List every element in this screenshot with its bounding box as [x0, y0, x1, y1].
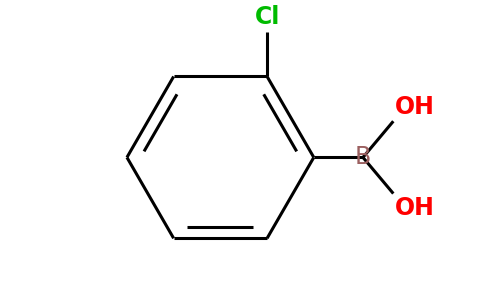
Text: B: B	[355, 146, 371, 170]
Text: Cl: Cl	[255, 5, 280, 29]
Text: OH: OH	[395, 95, 435, 119]
Text: OH: OH	[395, 196, 435, 220]
